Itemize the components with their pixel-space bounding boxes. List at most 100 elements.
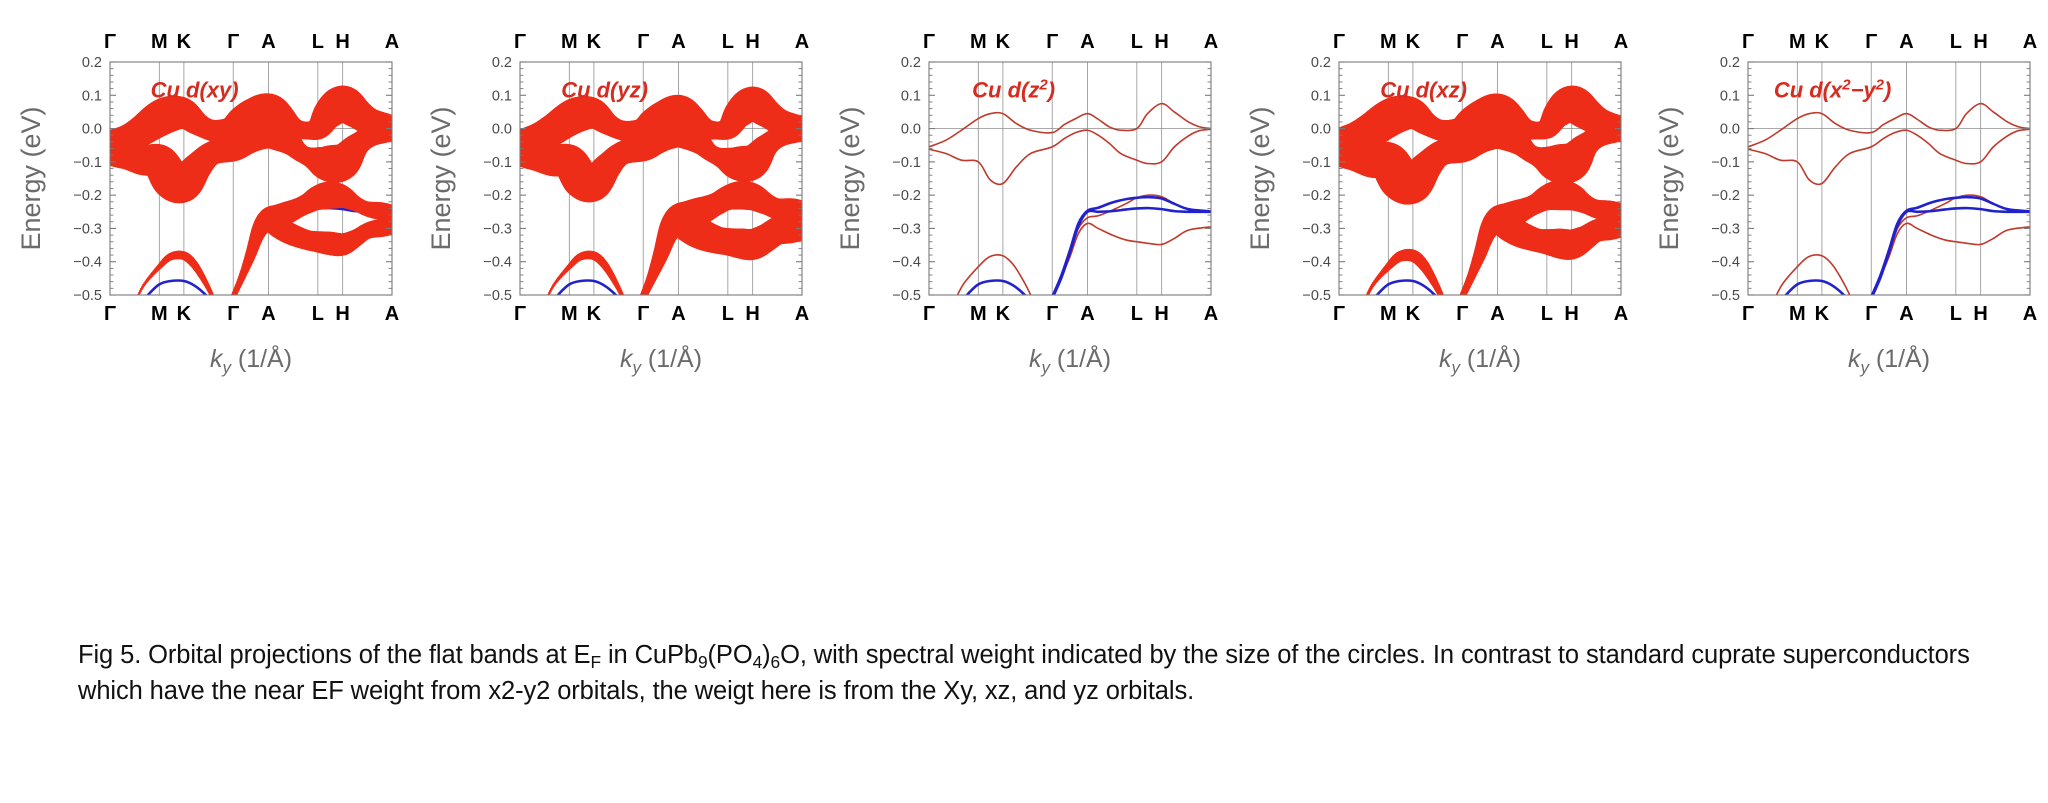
symmetry-point-label: L [1541, 303, 1553, 325]
y-tick-label: −0.4 [1712, 255, 1741, 271]
y-tick-label: 0.0 [82, 122, 102, 138]
caption-rest-1: O, with spectral weight indicated by the… [780, 641, 1454, 669]
svg-text:ky (1/Å): ky (1/Å) [1029, 343, 1111, 377]
orbital-label: Cu d(yz) [561, 78, 648, 103]
svg-text:ky (1/Å): ky (1/Å) [620, 343, 702, 377]
symmetry-point-label: H [1974, 31, 1988, 53]
symmetry-point-label: A [1204, 31, 1218, 53]
symmetry-point-label: A [794, 31, 808, 53]
symmetry-point-label: K [1405, 303, 1420, 325]
symmetry-point-label: M [1789, 31, 1806, 53]
x-axis-title: ky (1/Å) [1029, 343, 1111, 377]
orbital-label: Cu d(z2) [972, 77, 1055, 103]
y-tick-label: 0.1 [82, 88, 102, 104]
y-tick-label: −0.3 [73, 221, 102, 237]
symmetry-point-label: A [671, 31, 685, 53]
symmetry-point-label: H [745, 31, 759, 53]
panel-cu-d-yz: 0.2 0.1 0.0 −0.1 −0.2 −0.3 −0.4 −0.5 Γ M K Γ A L H A Γ M K… [410, 0, 820, 480]
svg-text:ky (1/Å): ky (1/Å) [210, 343, 292, 377]
symmetry-point-label: H [1155, 303, 1169, 325]
y-tick-label: −0.3 [1712, 221, 1741, 237]
y-tick-label: 0.0 [1311, 122, 1331, 138]
symmetry-point-label: A [1614, 31, 1628, 53]
x-axis-title: ky (1/Å) [620, 343, 702, 377]
axis-frame [1338, 61, 1622, 296]
y-axis-title: Energy (eV) [1245, 107, 1275, 251]
symmetry-point-label: M [1380, 31, 1397, 53]
y-tick-label: 0.2 [82, 55, 102, 71]
symmetry-point-label: Γ [104, 31, 116, 53]
symmetry-point-label: Γ [1742, 31, 1754, 53]
symmetry-point-label: A [794, 303, 808, 325]
symmetry-point-label: Γ [1456, 31, 1468, 53]
axis-frame [109, 61, 393, 296]
symmetry-point-label: A [1490, 303, 1504, 325]
gridlines [929, 62, 1212, 295]
y-tick-label: −0.2 [1712, 188, 1741, 204]
y-tick-label: 0.0 [491, 122, 511, 138]
y-tick-label: 0.2 [1720, 55, 1740, 71]
symmetry-point-label: H [1974, 303, 1988, 325]
band-curves [1748, 102, 2031, 295]
symmetry-point-label: H [335, 303, 349, 325]
symmetry-point-label: Γ [1046, 303, 1058, 325]
y-tick-label: −0.2 [73, 188, 102, 204]
x-axis-title: ky (1/Å) [1439, 343, 1521, 377]
symmetry-point-label: Γ [227, 31, 239, 53]
symmetry-point-label: A [385, 31, 399, 53]
symmetry-point-label: L [312, 31, 324, 53]
caption-fig-label: Fig 5. Orbital projections of the flat b… [78, 641, 591, 669]
symmetry-point-label: M [561, 303, 578, 325]
symmetry-point-label: H [745, 303, 759, 325]
symmetry-point-label: A [1080, 31, 1094, 53]
orbital-label: Cu d(xz) [1380, 78, 1467, 103]
y-tick-label: −0.1 [893, 155, 922, 171]
caption-sub-4: 4 [752, 651, 763, 672]
y-tick-label: 0.0 [901, 122, 921, 138]
symmetry-point-label: L [1950, 303, 1962, 325]
symmetry-point-label: A [1900, 303, 1914, 325]
symmetry-point-label: Γ [1866, 31, 1878, 53]
symmetry-point-label: K [996, 31, 1011, 53]
axis-frame [519, 61, 803, 296]
symmetry-point-label: A [1490, 31, 1504, 53]
symmetry-point-label: L [1131, 303, 1143, 325]
y-tick-label: −0.2 [483, 188, 512, 204]
y-axis-title: Energy (eV) [835, 107, 865, 251]
caption-paren: ) [762, 641, 771, 669]
y-axis-ticks: 0.2 0.1 0.0 −0.1 −0.2 −0.3 −0.4 −0.5 [1712, 55, 2031, 304]
spectral-weight-markers [1338, 85, 1621, 295]
symmetry-point-label: L [1541, 31, 1553, 53]
gridlines [1748, 62, 2031, 295]
spectral-weight-markers [519, 86, 802, 295]
symmetry-point-label: H [1155, 31, 1169, 53]
symmetry-point-label: A [1614, 303, 1628, 325]
symmetry-point-label: Γ [227, 303, 239, 325]
y-tick-label: −0.5 [1302, 288, 1331, 304]
symmetry-point-label: M [970, 303, 987, 325]
symmetry-point-label: Γ [1742, 303, 1754, 325]
symmetry-point-label: A [261, 31, 275, 53]
symmetry-point-label: L [1131, 31, 1143, 53]
symmetry-point-label: Γ [637, 303, 649, 325]
y-tick-label: −0.1 [1712, 155, 1741, 171]
y-tick-label: −0.2 [1302, 188, 1331, 204]
y-tick-label: 0.1 [491, 88, 511, 104]
figure-caption: Fig 5. Orbital projections of the flat b… [78, 638, 1978, 708]
axis-frame [928, 61, 1212, 296]
symmetry-point-label: M [1789, 303, 1806, 325]
y-tick-label: 0.0 [1720, 122, 1740, 138]
symmetry-point-label: A [2023, 303, 2037, 325]
y-tick-label: −0.3 [483, 221, 512, 237]
x-axis-title: ky (1/Å) [210, 343, 292, 377]
y-tick-label: −0.1 [1302, 155, 1331, 171]
symmetry-point-label: H [1564, 31, 1578, 53]
symmetry-point-label: Γ [104, 303, 116, 325]
spectral-weight-markers [109, 85, 392, 295]
